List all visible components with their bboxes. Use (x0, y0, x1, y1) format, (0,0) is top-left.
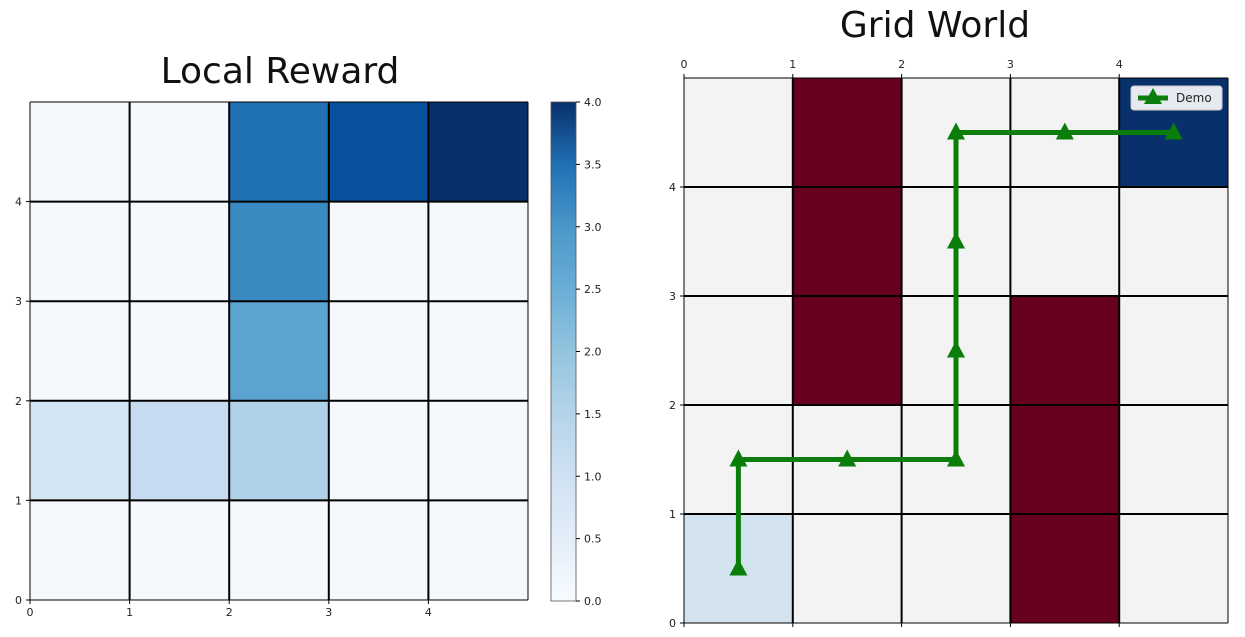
demo-point-marker (947, 122, 965, 140)
y-tick-label: 4 (669, 181, 676, 194)
heatmap-x-ticks: 0 1 2 3 4 (27, 600, 432, 619)
obstacle-cell (1010, 514, 1120, 623)
heatmap-cell (229, 500, 329, 600)
heatmap-cell (328, 400, 429, 501)
x-tick-label: 0 (27, 606, 34, 619)
heatmap-cell (30, 102, 130, 202)
demo-point-marker (947, 340, 965, 358)
empty-cell (792, 514, 902, 623)
x-tick-label: 3 (1007, 58, 1014, 71)
demo-point-marker (947, 449, 965, 467)
y-tick-label: 2 (15, 395, 22, 408)
colorbar-tick-label: 1.5 (584, 408, 602, 421)
demo-point-marker (947, 231, 965, 249)
y-tick-label: 0 (15, 594, 22, 607)
y-tick-label: 0 (669, 617, 676, 630)
empty-cell (1010, 187, 1120, 296)
empty-cell (684, 296, 793, 405)
heatmap-cell (328, 301, 429, 401)
heatmap-cell (30, 201, 130, 302)
heatmap-cell (428, 400, 528, 501)
local-reward-chart: Local Reward 0 1 2 3 4 0 1 2 3 4 0.0 0.5 1.0 1.5 2.0… (15, 51, 602, 619)
colorbar (550, 101, 577, 602)
grid-world-chart: Grid World 0 1 2 3 4 0 1 2 3 4 Demo (669, 5, 1229, 630)
empty-cell (1119, 187, 1228, 296)
demo-point-marker (1164, 122, 1183, 140)
demo-path (729, 122, 1183, 576)
heatmap-cells (30, 102, 528, 600)
heatmap-cell (229, 301, 329, 401)
demo-point-marker (729, 558, 748, 576)
demo-point-marker (838, 449, 857, 467)
heatmap-cell (428, 201, 528, 302)
obstacle-cell (792, 296, 902, 405)
grid-world-y-ticks: 0 1 2 3 4 (669, 181, 684, 630)
demo-point-marker (1055, 122, 1074, 140)
heatmap-cell (229, 102, 329, 202)
colorbar-tick-label: 4.0 (584, 96, 602, 109)
x-tick-label: 2 (226, 606, 233, 619)
y-tick-label: 3 (669, 290, 676, 303)
x-tick-label: 4 (1116, 58, 1123, 71)
x-tick-label: 1 (789, 58, 796, 71)
obstacle-cell (792, 78, 902, 187)
colorbar-tick-label: 3.0 (584, 221, 602, 234)
colorbar-tick-label: 2.0 (584, 346, 602, 359)
heatmap-cell (428, 301, 528, 401)
y-tick-label: 2 (669, 399, 676, 412)
x-tick-label: 3 (325, 606, 332, 619)
legend: Demo (1130, 85, 1223, 111)
y-tick-label: 1 (669, 508, 676, 521)
heatmap-cell (129, 301, 230, 401)
heatmap-y-ticks: 0 1 2 3 4 (15, 196, 30, 607)
x-tick-label: 0 (681, 58, 688, 71)
colorbar-tick-label: 0.5 (584, 533, 602, 546)
y-tick-label: 3 (15, 295, 22, 308)
heatmap-cell (229, 201, 329, 302)
legend-label-demo: Demo (1176, 91, 1212, 105)
heatmap-cell (30, 301, 130, 401)
x-tick-label: 1 (126, 606, 133, 619)
y-tick-label: 1 (15, 494, 22, 507)
heatmap-cell (428, 500, 528, 600)
local-reward-title: Local Reward (161, 51, 400, 92)
empty-cell (1119, 296, 1228, 405)
colorbar-tick-label: 1.0 (584, 470, 602, 483)
empty-cell (1119, 405, 1228, 514)
y-tick-label: 4 (15, 196, 22, 209)
colorbar-ticks: 0.0 0.5 1.0 1.5 2.0 2.5 3.0 3.5 4.0 (576, 96, 602, 608)
heatmap-cell (428, 102, 528, 202)
legend-triangle-icon (1144, 88, 1162, 104)
heatmap-cell (229, 400, 329, 501)
colorbar-tick-label: 2.5 (584, 283, 602, 296)
heatmap-cell (328, 201, 429, 302)
heatmap-cell (129, 400, 230, 501)
obstacle-cell (1010, 405, 1120, 514)
heatmap-gridlines (29, 101, 529, 601)
empty-cell (901, 514, 1011, 623)
obstacle-cell (1010, 296, 1120, 405)
colorbar-tick-label: 0.0 (584, 595, 602, 608)
empty-cell (1119, 514, 1228, 623)
empty-cell (684, 78, 793, 187)
heatmap-cell (30, 500, 130, 600)
heatmap-cell (30, 400, 130, 501)
x-tick-label: 2 (898, 58, 905, 71)
grid-world-title: Grid World (840, 5, 1030, 46)
heatmap-cell (129, 201, 230, 302)
x-tick-label: 4 (425, 606, 432, 619)
demo-point-marker (729, 449, 748, 467)
grid-world-x-ticks: 0 1 2 3 4 (681, 58, 1123, 627)
heatmap-cell (328, 102, 429, 202)
heatmap-cell (129, 102, 230, 202)
empty-cell (684, 187, 793, 296)
heatmap-cell (328, 500, 429, 600)
heatmap-cell (129, 500, 230, 600)
colorbar-tick-label: 3.5 (584, 158, 602, 171)
obstacle-cell (792, 187, 902, 296)
